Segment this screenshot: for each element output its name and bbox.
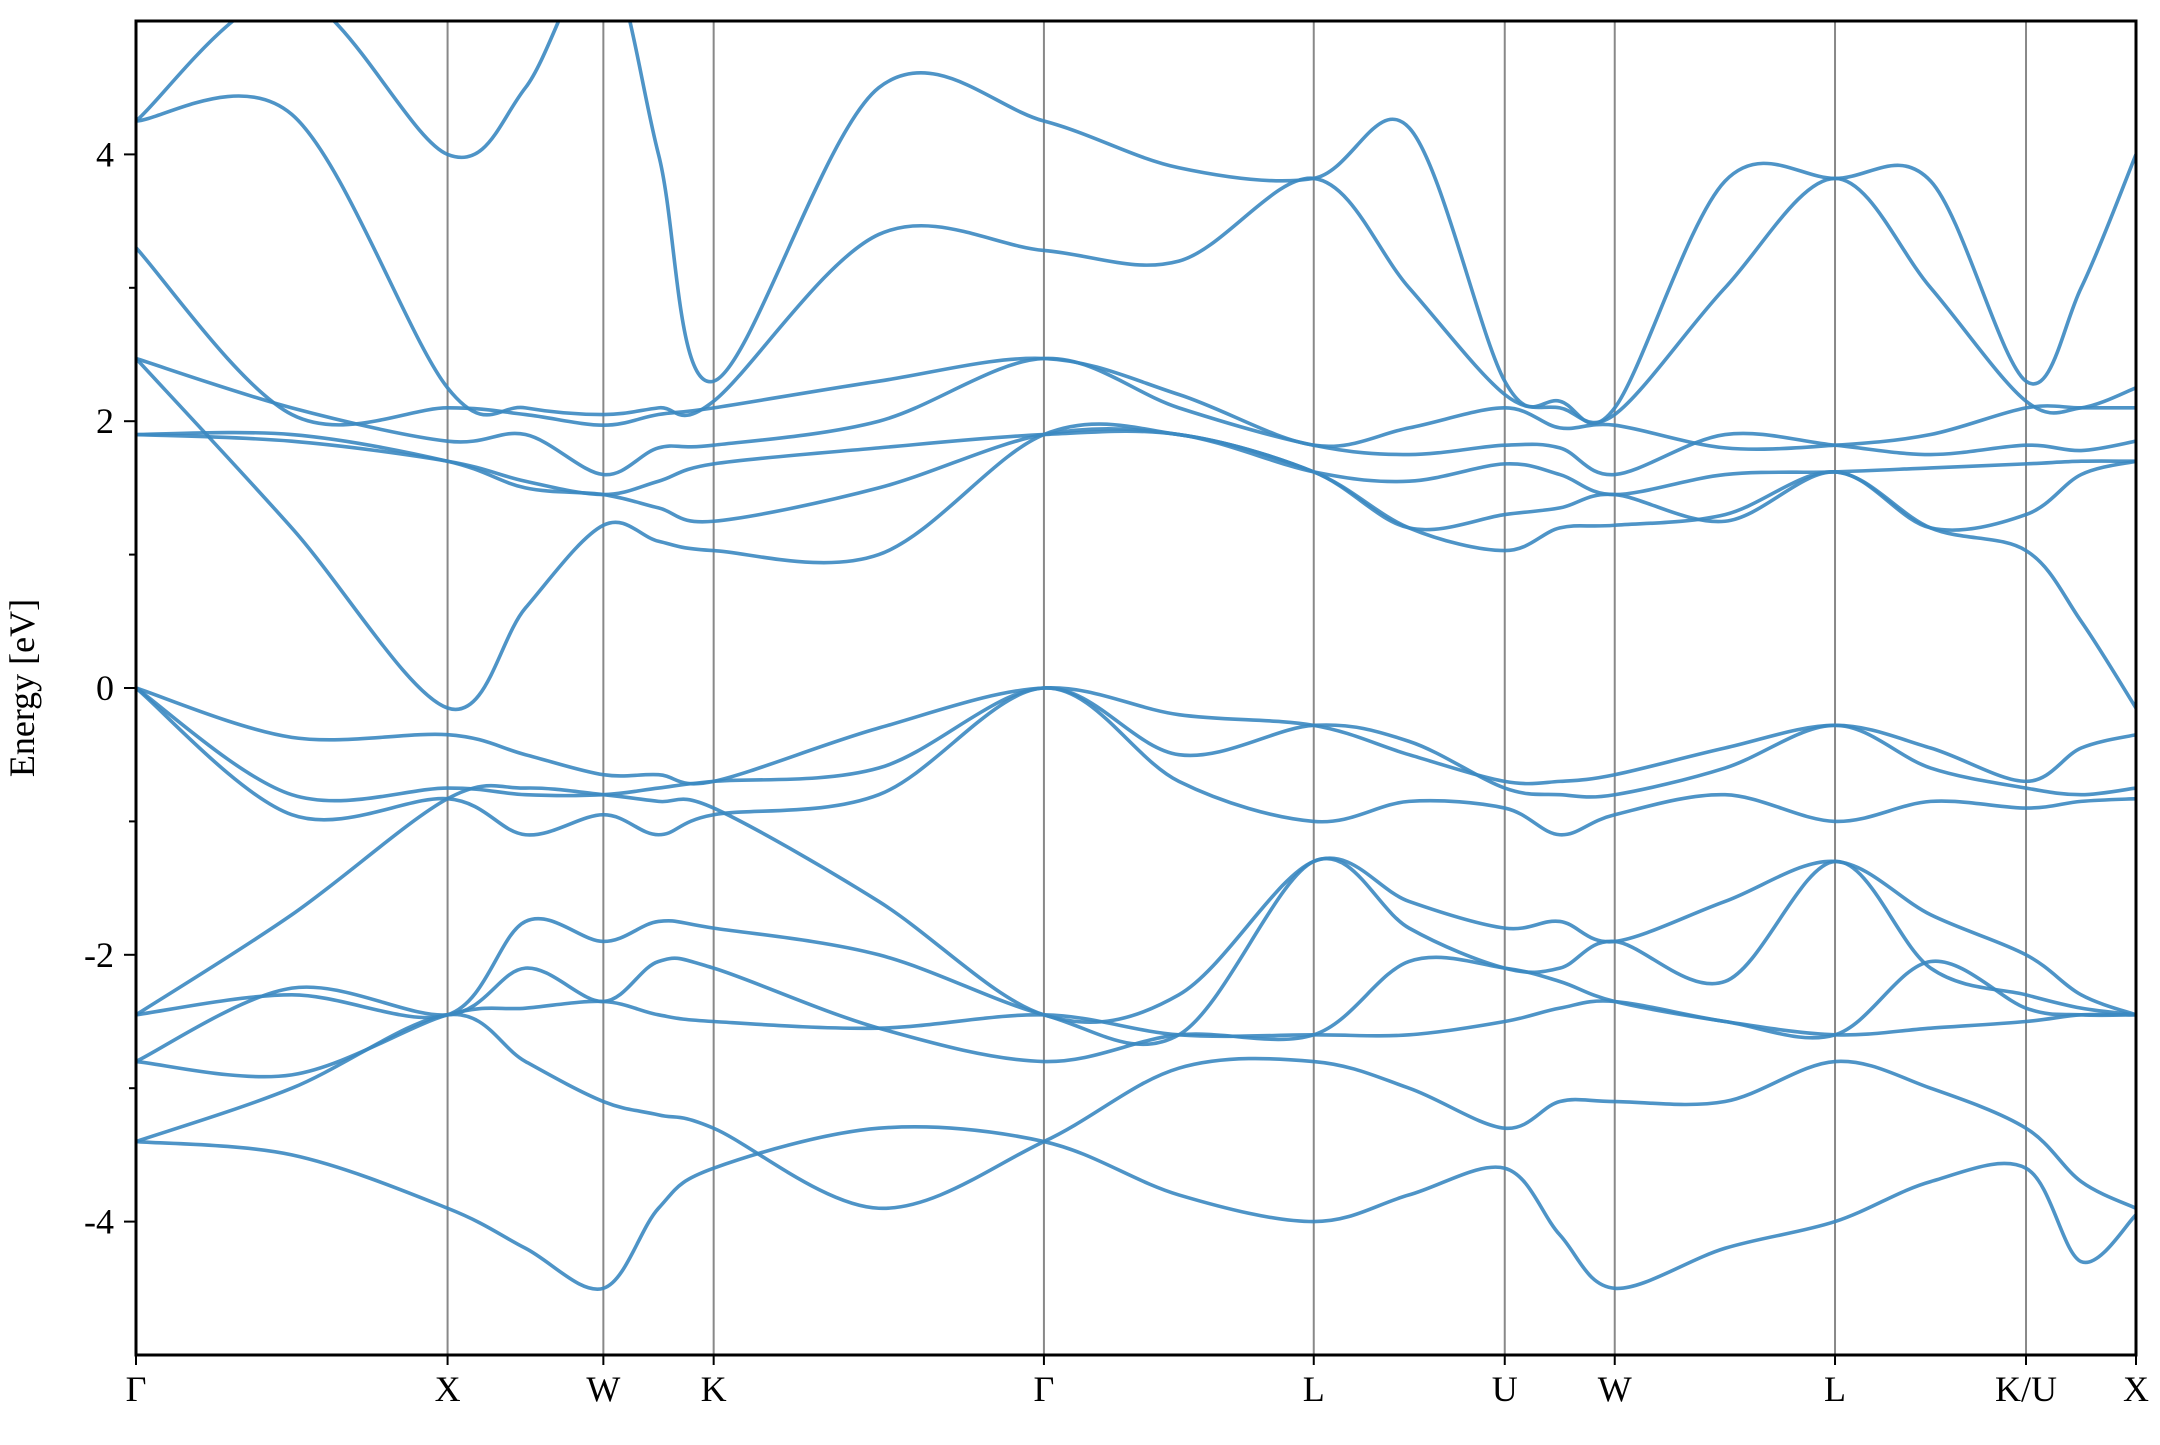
- x-tick-label: Γ: [126, 1369, 147, 1409]
- x-tick-label: W: [1598, 1369, 1632, 1409]
- band-line: [136, 1012, 2136, 1211]
- band-line: [136, 783, 2136, 1025]
- bands: [136, 21, 2136, 1291]
- x-tick-label: X: [435, 1369, 461, 1409]
- x-tick-label: U: [1492, 1369, 1518, 1409]
- x-tick-label: K: [701, 1369, 727, 1409]
- band-line: [136, 246, 2136, 451]
- band-line: [136, 427, 2136, 532]
- band-line: [136, 1125, 2136, 1291]
- y-tick-label: -2: [84, 935, 114, 975]
- band-line: [136, 686, 2136, 786]
- x-tick-label: K/U: [1995, 1369, 2057, 1409]
- x-tick-label: Γ: [1034, 1369, 1055, 1409]
- band-line: [136, 94, 2136, 425]
- y-tick-label: 2: [96, 401, 114, 441]
- x-tick-label: L: [1303, 1369, 1325, 1409]
- x-tick-label: X: [2123, 1369, 2149, 1409]
- y-tick-label: -4: [84, 1202, 114, 1242]
- band-line: [136, 429, 2136, 497]
- band-line: [136, 21, 2136, 426]
- y-axis-label: Energy [eV]: [2, 599, 42, 777]
- x-tick-label: W: [586, 1369, 620, 1409]
- y-tick-label: 4: [96, 134, 114, 174]
- x-tick-label: L: [1824, 1369, 1846, 1409]
- plot-frame: [134, 19, 2138, 1357]
- band-line: [136, 856, 2136, 1047]
- band-line: [136, 686, 2136, 803]
- band-line: [136, 999, 2136, 1079]
- band-line: [136, 356, 2136, 477]
- band-line: [136, 686, 2136, 837]
- y-tick-label: 0: [96, 668, 114, 708]
